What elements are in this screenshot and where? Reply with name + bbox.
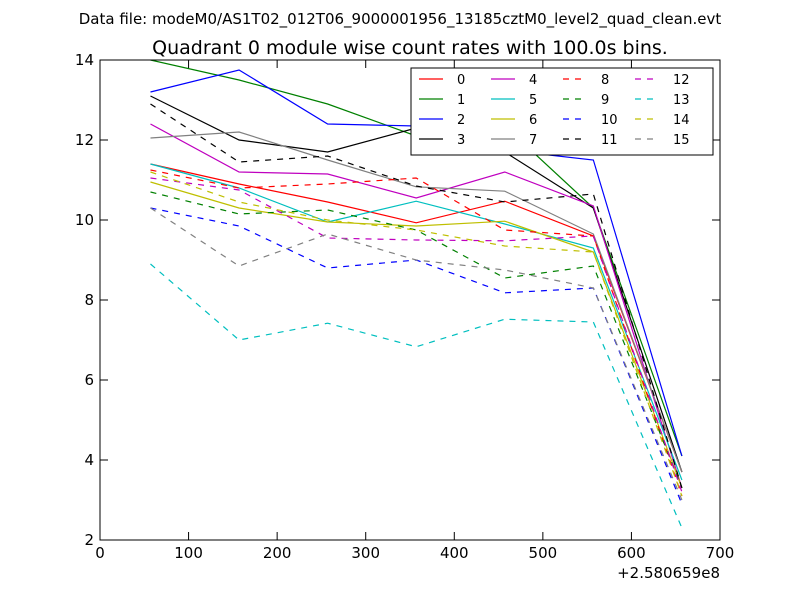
legend-label-1: 1: [457, 93, 465, 108]
legend-label-0: 0: [457, 73, 465, 88]
legend-label-8: 8: [601, 73, 609, 88]
x-axis-offset-label: +2.580659e8: [617, 564, 720, 582]
legend-label-5: 5: [529, 93, 537, 108]
series-line-12: [150, 177, 683, 493]
y-tick-label: 6: [84, 371, 94, 389]
legend-label-13: 13: [673, 93, 690, 108]
chart-title: Quadrant 0 module wise count rates with …: [152, 37, 668, 59]
x-tick-label: 600: [617, 544, 646, 562]
series-line-11: [150, 103, 683, 489]
legend-label-7: 7: [529, 133, 537, 148]
x-tick-label: 300: [351, 544, 380, 562]
series-line-6: [150, 181, 683, 489]
legend-label-4: 4: [529, 73, 537, 88]
legend-label-14: 14: [673, 113, 690, 128]
y-tick-label: 2: [84, 531, 94, 549]
x-tick-label: 500: [529, 544, 558, 562]
series-line-4: [150, 123, 683, 489]
legend-label-2: 2: [457, 113, 465, 128]
x-tick-label: 100: [174, 544, 203, 562]
series-line-10: [150, 207, 683, 505]
series-line-7: [150, 131, 683, 473]
x-tick-label: 0: [95, 544, 105, 562]
series-line-15: [150, 207, 683, 501]
legend-label-3: 3: [457, 133, 465, 148]
series-line-8: [150, 169, 683, 497]
y-tick-label: 10: [75, 211, 94, 229]
y-tick-label: 14: [75, 51, 94, 69]
chart-suptitle: Data file: modeM0/AS1T02_012T06_90000019…: [79, 10, 722, 29]
legend-label-15: 15: [673, 133, 690, 148]
y-tick-label: 4: [84, 451, 94, 469]
legend-label-6: 6: [529, 113, 537, 128]
series-line-9: [150, 191, 683, 489]
y-tick-label: 8: [84, 291, 94, 309]
series-line-5: [150, 163, 683, 481]
series-line-14: [150, 171, 683, 497]
series-line-13: [150, 263, 683, 529]
x-tick-label: 700: [706, 544, 735, 562]
legend-label-11: 11: [601, 133, 618, 148]
series-line-0: [150, 163, 683, 473]
x-tick-label: 400: [440, 544, 469, 562]
y-tick-label: 12: [75, 131, 94, 149]
legend-label-12: 12: [673, 73, 690, 88]
legend-label-10: 10: [601, 113, 618, 128]
series-layer: [150, 60, 683, 529]
legend-label-9: 9: [601, 93, 609, 108]
x-tick-label: 200: [263, 544, 292, 562]
legend-box: [410, 67, 714, 156]
